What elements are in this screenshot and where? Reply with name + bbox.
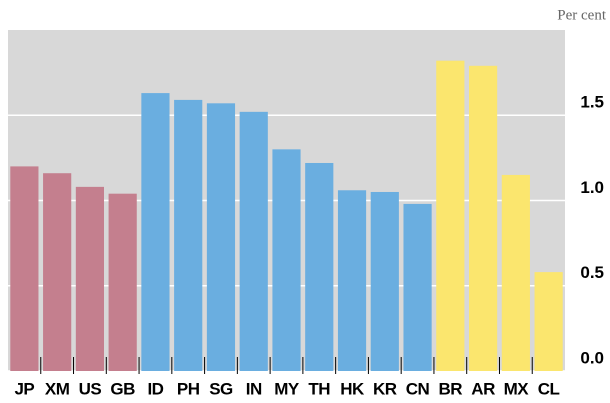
bar	[239, 111, 268, 371]
bar	[436, 60, 465, 371]
unit-label: Per cent	[557, 7, 607, 23]
x-tick-label: PH	[177, 379, 200, 398]
bar	[501, 174, 530, 371]
bar	[174, 99, 203, 371]
x-tick-label: TH	[308, 379, 330, 398]
x-tick-label: IN	[246, 379, 262, 398]
y-tick-label: 0.0	[580, 348, 604, 367]
bar	[141, 93, 170, 372]
x-tick-label: JP	[14, 379, 34, 398]
x-tick-label: GB	[110, 379, 135, 398]
bar	[305, 162, 334, 371]
x-tick-label: KR	[373, 379, 397, 398]
bar	[10, 166, 39, 371]
x-tick-label: SG	[209, 379, 233, 398]
bar	[468, 65, 498, 372]
x-tick-label: HK	[340, 379, 365, 398]
x-tick-label: MX	[504, 379, 530, 398]
x-tick-label: CL	[538, 379, 560, 398]
x-tick-label: XM	[45, 379, 70, 398]
y-tick-label: 1.5	[580, 93, 604, 112]
y-tick-label: 1.0	[580, 178, 604, 197]
y-tick-label: 0.5	[580, 263, 604, 282]
x-tick-label: AR	[471, 379, 495, 398]
x-tick-label: CN	[406, 379, 430, 398]
x-tick-label: US	[79, 379, 102, 398]
bar	[75, 186, 105, 371]
bar	[272, 149, 301, 371]
bar	[534, 272, 563, 371]
bar	[403, 203, 432, 371]
bar	[370, 191, 399, 371]
bar	[337, 190, 367, 371]
bar	[43, 173, 72, 371]
x-tick-label: ID	[147, 379, 163, 398]
x-tick-label: BR	[439, 379, 463, 398]
bar	[206, 103, 236, 371]
x-tick-label: MY	[274, 379, 300, 398]
bar	[108, 193, 137, 371]
